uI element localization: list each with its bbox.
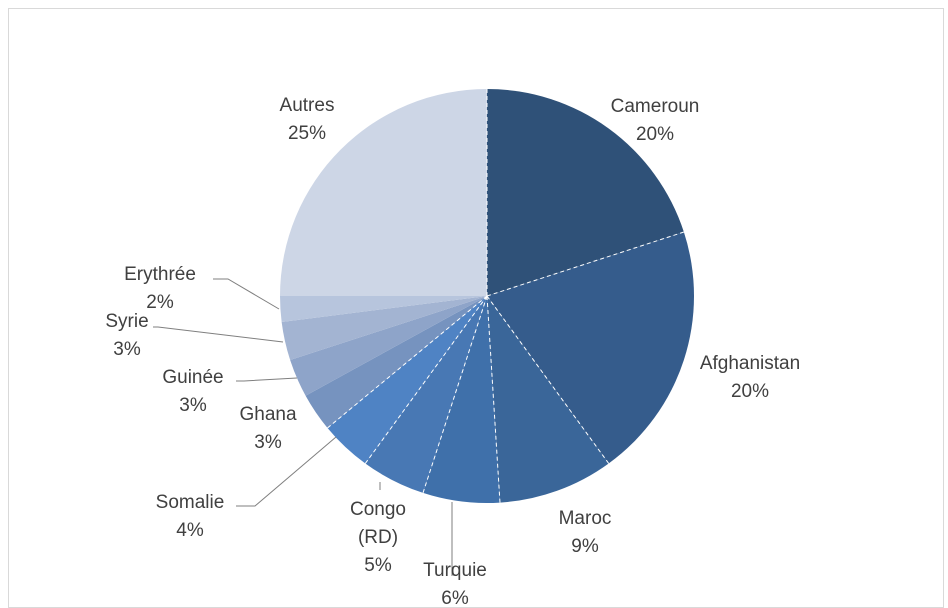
data-label-syrie: Syrie 3% xyxy=(105,311,148,360)
data-label-maroc: Maroc 9% xyxy=(559,508,612,557)
pie-slice-cameroun xyxy=(487,89,684,296)
data-label-autres: Autres 25% xyxy=(280,95,335,144)
data-label-guin-e: Guinée 3% xyxy=(162,367,223,416)
leader-line xyxy=(236,436,337,507)
pie-slice-syrie xyxy=(281,296,487,360)
pie-slice-turquie xyxy=(423,296,500,503)
leader-line xyxy=(236,377,298,382)
data-label-afghanistan: Afghanistan 20% xyxy=(700,353,800,402)
pie-slice-maroc xyxy=(487,296,609,503)
data-label-cameroun: Cameroun 20% xyxy=(611,96,700,145)
leader-line xyxy=(213,278,280,310)
pie-slice-erythr-e xyxy=(280,296,487,322)
pie-slice-somalie xyxy=(327,296,487,464)
data-label-ghana: Ghana 3% xyxy=(239,404,296,453)
data-label-erythr-e: Erythrée 2% xyxy=(124,264,196,313)
data-label-congo-rd: Congo (RD) 5% xyxy=(350,499,406,576)
pie-slice-congo-rd xyxy=(365,296,487,493)
pie-slice-autres xyxy=(280,89,487,296)
pie-slice-guin-e xyxy=(290,296,487,396)
pie-slice-afghanistan xyxy=(487,232,695,464)
data-label-somalie: Somalie 4% xyxy=(156,492,225,541)
leader-line xyxy=(153,326,284,343)
data-label-turquie: Turquie 6% xyxy=(423,560,487,605)
pie-slice-ghana xyxy=(305,296,487,428)
